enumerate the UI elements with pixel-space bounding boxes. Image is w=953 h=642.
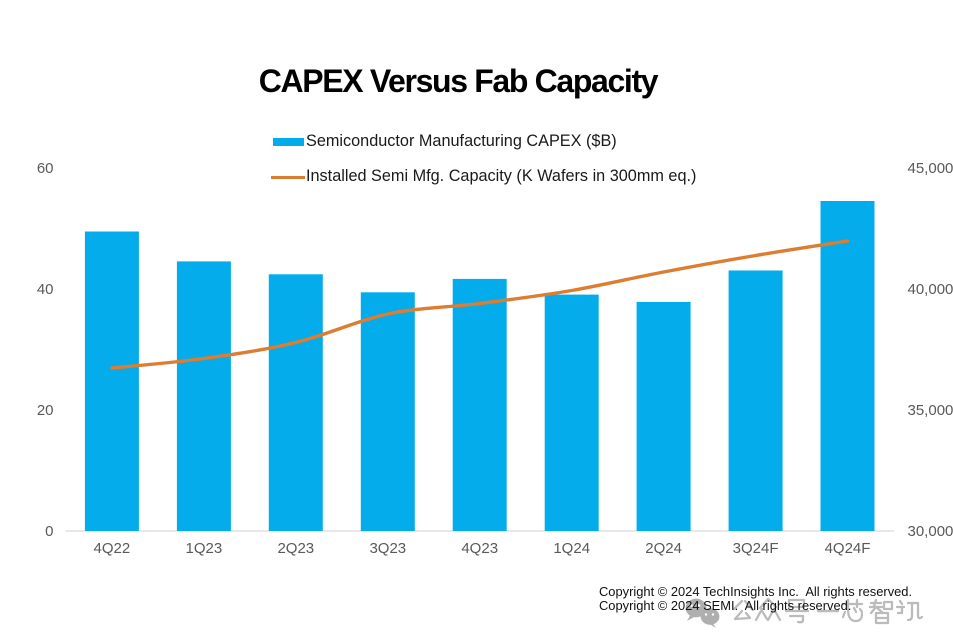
- svg-text:35,000: 35,000: [908, 402, 953, 419]
- svg-text:30,000: 30,000: [908, 523, 953, 540]
- svg-text:45,000: 45,000: [908, 160, 953, 177]
- svg-text:3Q23: 3Q23: [369, 540, 406, 557]
- svg-text:3Q24F: 3Q24F: [733, 540, 779, 557]
- svg-text:20: 20: [37, 402, 54, 419]
- svg-text:1Q23: 1Q23: [186, 540, 223, 557]
- svg-text:2Q23: 2Q23: [277, 540, 314, 557]
- svg-text:1Q24: 1Q24: [553, 540, 590, 557]
- svg-text:40,000: 40,000: [908, 281, 953, 298]
- svg-text:40: 40: [37, 281, 54, 298]
- svg-text:60: 60: [37, 160, 54, 177]
- svg-text:4Q22: 4Q22: [94, 540, 131, 557]
- svg-text:2Q24: 2Q24: [645, 540, 682, 557]
- svg-text:0: 0: [45, 523, 53, 540]
- svg-text:4Q23: 4Q23: [461, 540, 498, 557]
- svg-text:4Q24F: 4Q24F: [825, 540, 871, 557]
